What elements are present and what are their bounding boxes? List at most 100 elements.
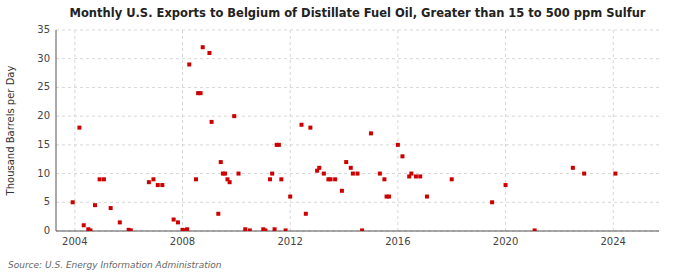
point <box>228 180 232 184</box>
point <box>344 160 348 164</box>
point <box>82 223 86 227</box>
x-grid-line <box>290 30 291 231</box>
point <box>102 177 106 181</box>
y-tick-label: 25 <box>37 81 50 92</box>
point <box>288 195 292 199</box>
point <box>263 228 267 231</box>
point <box>118 220 122 224</box>
point <box>185 227 189 231</box>
point <box>232 114 236 118</box>
point <box>333 177 337 181</box>
point <box>329 177 333 181</box>
point <box>201 45 205 49</box>
point <box>268 177 272 181</box>
x-tick-label: 2012 <box>277 236 302 247</box>
source: Source: U.S. Energy Information Administ… <box>8 260 222 270</box>
point <box>418 174 422 178</box>
point <box>425 195 429 199</box>
x-tick-label: 2008 <box>170 236 195 247</box>
point <box>210 120 214 124</box>
y-tick-label: 30 <box>37 53 50 64</box>
title: Monthly U.S. Exports to Belgium of Disti… <box>70 6 646 20</box>
y-tick-label: 15 <box>37 139 50 150</box>
point <box>219 160 223 164</box>
y-tick-label: 35 <box>37 24 50 35</box>
point <box>533 228 537 231</box>
point <box>414 174 418 178</box>
y-grid-line <box>56 58 659 59</box>
y-grid-line <box>56 202 659 203</box>
point <box>151 177 155 181</box>
y-tick-label: 20 <box>37 110 50 121</box>
point <box>284 228 288 231</box>
point <box>98 177 102 181</box>
point <box>187 62 191 66</box>
x-grid-line <box>397 30 398 231</box>
point <box>300 123 304 127</box>
point <box>409 172 413 176</box>
chart: 05101520253035200420082012201620202024Mo… <box>0 0 675 275</box>
point <box>207 51 211 55</box>
point <box>450 177 454 181</box>
y-grid-line <box>56 87 659 88</box>
y-axis-line <box>56 30 57 231</box>
point <box>369 131 373 135</box>
x-tick-label: 2020 <box>493 236 518 247</box>
point <box>160 183 164 187</box>
y-grid-line <box>56 231 659 232</box>
point <box>396 143 400 147</box>
point <box>613 172 617 176</box>
point <box>356 172 360 176</box>
y-tick-label: 5 <box>44 196 50 207</box>
point <box>304 212 308 216</box>
y-grid-line <box>56 30 659 31</box>
x-grid-line <box>613 30 614 231</box>
point <box>504 183 508 187</box>
point <box>340 189 344 193</box>
point <box>93 203 97 207</box>
x-grid-line <box>505 30 506 231</box>
x-axis-line <box>56 231 659 232</box>
y-tick-label: 10 <box>37 168 50 179</box>
x-tick-label: 2024 <box>601 236 626 247</box>
point <box>176 220 180 224</box>
point <box>400 154 404 158</box>
point <box>317 166 321 170</box>
point <box>351 172 355 176</box>
point <box>216 212 220 216</box>
point <box>71 200 75 204</box>
point <box>237 172 241 176</box>
point <box>270 172 274 176</box>
point <box>156 183 160 187</box>
point <box>279 177 283 181</box>
point <box>199 91 203 95</box>
point <box>77 126 81 130</box>
point <box>248 228 252 231</box>
point <box>88 228 92 231</box>
point <box>582 172 586 176</box>
point <box>273 227 277 231</box>
point <box>194 177 198 181</box>
point <box>308 126 312 130</box>
y-axis-label: Thousand Barrels per Day <box>5 66 16 197</box>
point <box>571 166 575 170</box>
point <box>360 228 364 231</box>
point <box>277 143 281 147</box>
point <box>172 218 176 222</box>
x-tick-label: 2016 <box>385 236 410 247</box>
x-grid-line <box>182 30 183 231</box>
point <box>490 200 494 204</box>
y-tick-label: 0 <box>44 225 50 236</box>
point <box>129 228 133 231</box>
grid <box>56 30 659 231</box>
point <box>223 172 227 176</box>
point <box>243 227 247 231</box>
point <box>387 195 391 199</box>
point <box>147 180 151 184</box>
point <box>378 172 382 176</box>
y-grid-line <box>56 144 659 145</box>
point <box>322 172 326 176</box>
point <box>349 166 353 170</box>
y-grid-line <box>56 116 659 117</box>
point <box>382 177 386 181</box>
